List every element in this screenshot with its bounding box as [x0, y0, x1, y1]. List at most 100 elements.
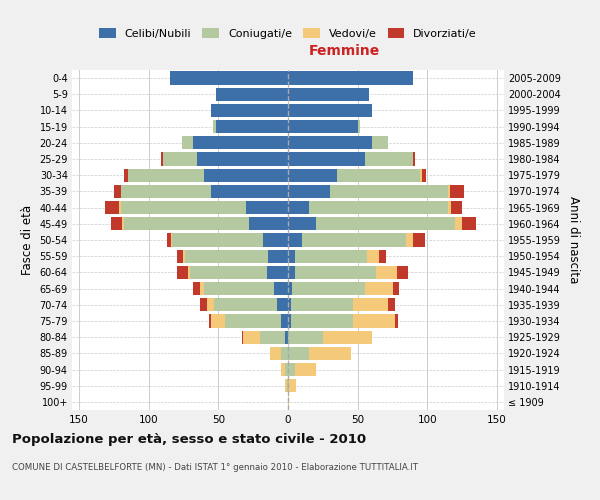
Bar [288, 72, 413, 85]
Bar [462, 217, 476, 230]
Bar [111, 217, 122, 230]
Bar [323, 330, 371, 344]
Bar [185, 250, 268, 263]
Bar [161, 152, 163, 166]
Bar [395, 314, 398, 328]
Bar [376, 266, 397, 279]
Bar [188, 266, 190, 279]
Bar [288, 152, 365, 166]
Bar [353, 314, 395, 328]
Bar [163, 152, 197, 166]
Bar [288, 185, 330, 198]
Bar [172, 234, 263, 246]
Bar [449, 185, 464, 198]
Bar [288, 282, 292, 295]
Bar [285, 330, 288, 344]
Bar [288, 201, 309, 214]
Bar [124, 168, 128, 182]
Bar [397, 266, 408, 279]
Bar [121, 201, 246, 214]
Bar [288, 234, 302, 246]
Bar [244, 330, 260, 344]
Bar [215, 88, 288, 101]
Legend: Celibi/Nubili, Coniugati/e, Vedovi/e, Divorziati/e: Celibi/Nubili, Coniugati/e, Vedovi/e, Di… [99, 28, 477, 38]
Bar [207, 298, 214, 312]
Bar [263, 234, 288, 246]
Bar [288, 168, 337, 182]
Bar [213, 120, 215, 134]
Text: Popolazione per età, sesso e stato civile - 2010: Popolazione per età, sesso e stato civil… [12, 432, 366, 446]
Bar [295, 266, 376, 279]
Bar [170, 72, 288, 85]
Bar [215, 120, 288, 134]
Bar [291, 314, 353, 328]
Bar [288, 363, 295, 376]
Bar [451, 201, 462, 214]
Bar [260, 330, 285, 344]
Bar [288, 88, 369, 101]
Bar [270, 346, 281, 360]
Bar [330, 185, 448, 198]
Bar [406, 234, 413, 246]
Bar [337, 168, 421, 182]
Bar [288, 330, 323, 344]
Bar [292, 282, 365, 295]
Y-axis label: Fasce di età: Fasce di età [21, 205, 34, 275]
Bar [193, 282, 200, 295]
Bar [122, 217, 124, 230]
Bar [316, 217, 455, 230]
Bar [205, 282, 274, 295]
Bar [106, 201, 119, 214]
Bar [288, 136, 371, 149]
Bar [114, 185, 121, 198]
Bar [211, 104, 288, 117]
Bar [242, 330, 244, 344]
Bar [448, 201, 451, 214]
Bar [121, 185, 211, 198]
Bar [119, 201, 121, 214]
Bar [302, 234, 406, 246]
Bar [288, 104, 371, 117]
Bar [455, 217, 462, 230]
Bar [309, 346, 351, 360]
Bar [379, 250, 386, 263]
Bar [413, 234, 425, 246]
Bar [295, 363, 316, 376]
Bar [371, 136, 388, 149]
Bar [288, 396, 289, 408]
Bar [365, 152, 413, 166]
Bar [176, 266, 188, 279]
Bar [182, 136, 193, 149]
Bar [291, 298, 353, 312]
Bar [211, 185, 288, 198]
Bar [209, 314, 211, 328]
Bar [225, 314, 281, 328]
Bar [214, 298, 277, 312]
Bar [184, 250, 185, 263]
Bar [285, 363, 288, 376]
Bar [281, 314, 288, 328]
Bar [288, 266, 295, 279]
Bar [267, 266, 288, 279]
Bar [288, 120, 358, 134]
Bar [197, 152, 288, 166]
Text: COMUNE DI CASTELBELFORTE (MN) - Dati ISTAT 1° gennaio 2010 - Elaborazione TUTTIT: COMUNE DI CASTELBELFORTE (MN) - Dati IST… [12, 462, 418, 471]
Bar [288, 298, 291, 312]
Bar [358, 120, 361, 134]
Bar [365, 282, 392, 295]
Bar [421, 168, 422, 182]
Bar [288, 250, 295, 263]
Bar [413, 152, 415, 166]
Bar [448, 185, 449, 198]
Bar [288, 379, 289, 392]
Bar [288, 217, 316, 230]
Bar [392, 282, 400, 295]
Bar [422, 168, 426, 182]
Bar [176, 250, 184, 263]
Bar [285, 379, 287, 392]
Bar [211, 314, 225, 328]
Bar [309, 201, 448, 214]
Bar [205, 168, 288, 182]
Bar [274, 282, 288, 295]
Bar [388, 298, 395, 312]
